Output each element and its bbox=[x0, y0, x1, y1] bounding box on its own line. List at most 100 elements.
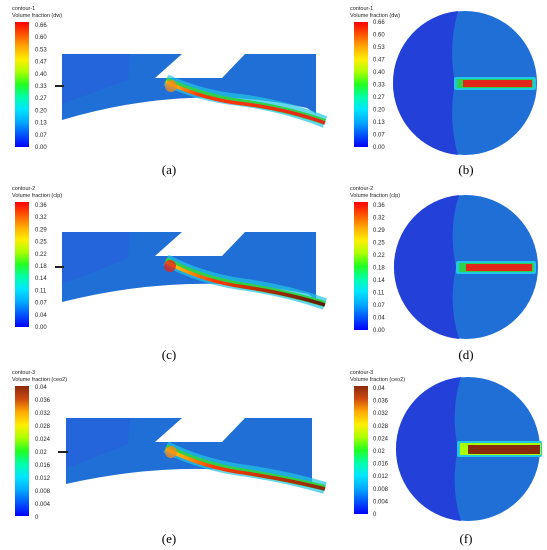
colorbar-tick-label: 0.32 bbox=[373, 216, 385, 222]
colorbar bbox=[15, 22, 29, 147]
colorbar-title-line1: contour-3 bbox=[12, 370, 35, 376]
colorbar-tick-label: 0.13 bbox=[373, 120, 385, 126]
colorbar-tick-label: 0.20 bbox=[35, 108, 47, 114]
colorbar-tick-label: 0.008 bbox=[373, 487, 389, 493]
colorbar-tick-label: 0.47 bbox=[35, 60, 47, 66]
colorbar-tick-label: 0.60 bbox=[35, 35, 47, 41]
colorbar-title-line1: contour-3 bbox=[350, 370, 373, 376]
colorbar-tick-label: 0.04 bbox=[35, 313, 47, 319]
contour-plot-e: contour-3 Volume fraction (ceo2) 0.04 0.0… bbox=[12, 370, 327, 521]
colorbar-tick-label: 0 bbox=[35, 515, 39, 521]
colorbar-tick-label: 0.012 bbox=[373, 474, 389, 480]
caption-d: (d) bbox=[458, 347, 474, 362]
panel-e: contour-3 Volume fraction (ceo2) 0.04 0.0… bbox=[0, 368, 330, 528]
panel-c: contour-2 Volume fraction (clp) 0.36 0.32… bbox=[0, 184, 330, 344]
circle-left-region bbox=[392, 11, 458, 155]
contour-plot-c: contour-2 Volume fraction (clp) 0.36 0.32… bbox=[12, 186, 327, 331]
colorbar-tick-label: 0.22 bbox=[373, 253, 385, 259]
contour-plot-f: contour-3 Volume fraction (ceo2) 0.04 0.0… bbox=[350, 370, 542, 521]
colorbar-tick-label: 0.036 bbox=[35, 398, 51, 404]
caption-a: (a) bbox=[161, 162, 177, 177]
colorbar-tick-label: 0.07 bbox=[35, 133, 47, 139]
colorbar-title-line2: Volume fraction (clp) bbox=[350, 193, 400, 199]
colorbar-tick-label: 0.028 bbox=[35, 424, 51, 430]
colorbar-tick-label: 0.47 bbox=[373, 58, 385, 64]
colorbar-tick-label: 0.22 bbox=[35, 252, 47, 258]
colorbar-tick-label: 0.00 bbox=[373, 145, 385, 151]
colorbar-tick-label: 0.028 bbox=[373, 424, 389, 430]
colorbar-tick-label: 0.008 bbox=[35, 489, 51, 495]
panel-a: contour-1 Volume fraction (dw) 0.66 0.60 0… bbox=[0, 0, 330, 160]
colorbar bbox=[15, 202, 29, 327]
colorbar-tick-label: 0.04 bbox=[35, 385, 47, 391]
contour-plot-d: contour-2 Volume fraction (clp) 0.36 0.32… bbox=[350, 186, 538, 339]
colorbar-tick-label: 0.33 bbox=[35, 84, 47, 90]
colorbar-tick-label: 0.00 bbox=[373, 328, 385, 334]
domain-shade bbox=[66, 418, 130, 468]
colorbar-tick-label: 0.07 bbox=[373, 303, 385, 309]
colorbar-tick-label: 0.02 bbox=[373, 449, 385, 455]
panel-d: contour-2 Volume fraction (clp) 0.36 0.32… bbox=[340, 184, 547, 344]
contour-plot-a: contour-1 Volume fraction (dw) 0.66 0.60 0… bbox=[12, 6, 328, 151]
colorbar-tick-label: 0 bbox=[373, 512, 377, 518]
colorbar bbox=[15, 386, 29, 516]
caption-e: (e) bbox=[161, 531, 177, 546]
contour-plot-b: contour-1 Volume fraction (dw) 0.66 0.60 0… bbox=[350, 6, 537, 155]
colorbar-tick-label: 0.07 bbox=[35, 301, 47, 307]
colorbar-tick-label: 0.012 bbox=[35, 476, 51, 482]
colorbar-tick-label: 0.036 bbox=[373, 399, 389, 405]
colorbar-tick-label: 0.29 bbox=[373, 228, 385, 234]
colorbar-tick-label: 0.024 bbox=[373, 436, 389, 442]
domain-shade bbox=[62, 232, 130, 284]
colorbar-tick-label: 0.20 bbox=[373, 108, 385, 114]
colorbar-tick-label: 0.40 bbox=[35, 72, 47, 78]
colorbar-tick-label: 0.36 bbox=[373, 203, 385, 209]
caption-c: (c) bbox=[161, 347, 177, 362]
colorbar-tick-label: 0.004 bbox=[373, 499, 389, 505]
colorbar-tick-label: 0.032 bbox=[373, 411, 389, 417]
panel-b: contour-1 Volume fraction (dw) 0.66 0.60 0… bbox=[340, 0, 547, 160]
colorbar-tick-label: 0.40 bbox=[373, 70, 385, 76]
colorbar-tick-label: 0.66 bbox=[35, 23, 47, 29]
colorbar bbox=[354, 22, 368, 147]
inlet-region bbox=[164, 260, 176, 272]
circle-left-region bbox=[395, 377, 461, 521]
caption-b: (b) bbox=[458, 162, 474, 177]
colorbar-tick-label: 0.18 bbox=[373, 266, 385, 272]
colorbar-title-line1: contour-1 bbox=[350, 6, 373, 12]
colorbar-tick-label: 0.07 bbox=[373, 133, 385, 139]
plume-core bbox=[165, 260, 326, 307]
colorbar-tick-label: 0.53 bbox=[373, 45, 385, 51]
colorbar-tick-label: 0.27 bbox=[35, 96, 47, 102]
colorbar-tick-label: 0.60 bbox=[373, 33, 385, 39]
inlet-region bbox=[165, 80, 177, 92]
colorbar-tick-label: 0.25 bbox=[35, 240, 47, 246]
inlet-region bbox=[165, 446, 177, 458]
colorbar-title-line2: Volume fraction (clp) bbox=[12, 193, 62, 199]
colorbar-tick-label: 0.36 bbox=[35, 203, 47, 209]
colorbar-tick-label: 0.04 bbox=[373, 316, 385, 322]
colorbar-tick-label: 0.00 bbox=[35, 145, 47, 151]
colorbar-tick-label: 0.04 bbox=[373, 386, 385, 392]
colorbar-tick-label: 0.53 bbox=[35, 47, 47, 53]
domain-shade bbox=[62, 54, 130, 104]
jet-core bbox=[468, 445, 540, 454]
colorbar-tick-label: 0.18 bbox=[35, 264, 47, 270]
colorbar-title-line2: Volume fraction (dw) bbox=[12, 13, 62, 19]
colorbar-tick-label: 0.14 bbox=[35, 276, 47, 282]
colorbar-title-line1: contour-1 bbox=[12, 6, 35, 12]
colorbar-title-line2: Volume fraction (ceo2) bbox=[12, 377, 67, 383]
jet-core bbox=[463, 80, 532, 87]
colorbar-tick-label: 0.29 bbox=[35, 227, 47, 233]
colorbar-title-line2: Volume fraction (dw) bbox=[350, 13, 400, 19]
colorbar-tick-label: 0.016 bbox=[373, 462, 389, 468]
panel-f: contour-3 Volume fraction (ceo2) 0.04 0.0… bbox=[340, 368, 547, 528]
colorbar-tick-label: 0.004 bbox=[35, 502, 51, 508]
colorbar-title-line1: contour-2 bbox=[12, 186, 35, 192]
colorbar-title-line1: contour-2 bbox=[350, 186, 373, 192]
colorbar-tick-label: 0.66 bbox=[373, 20, 385, 26]
colorbar-tick-label: 0.33 bbox=[373, 83, 385, 89]
plume-core bbox=[165, 447, 326, 491]
colorbar-tick-label: 0.32 bbox=[35, 215, 47, 221]
colorbar-tick-label: 0.024 bbox=[35, 437, 51, 443]
